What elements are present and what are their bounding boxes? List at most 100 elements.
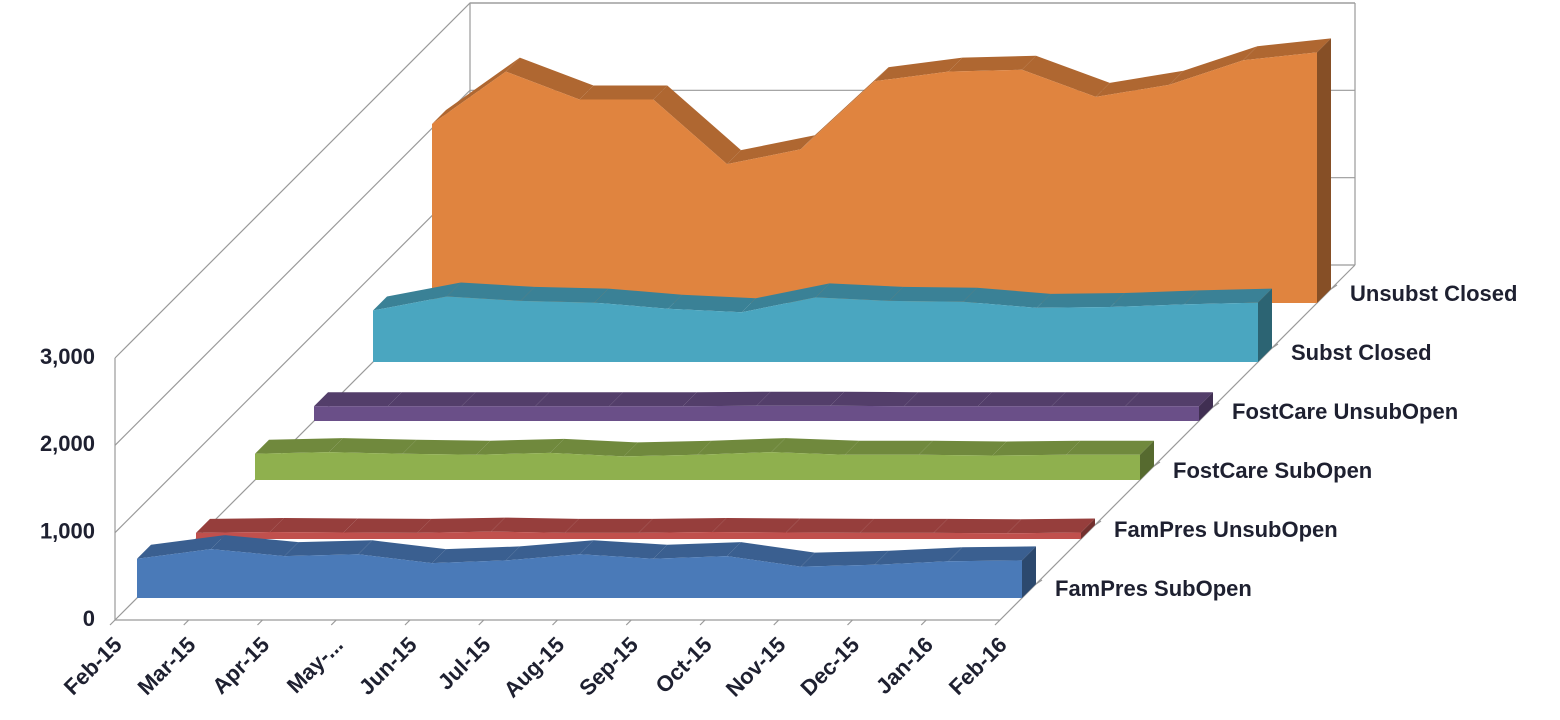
area-top (1022, 55, 1110, 97)
area-top (387, 392, 476, 407)
area-top (314, 392, 402, 407)
x-tick-label: Jun-15 (354, 632, 422, 700)
area-top (446, 282, 535, 301)
x-tick (478, 619, 485, 626)
grid-line (114, 2, 1355, 359)
x-tick (920, 619, 927, 626)
area-side (1140, 440, 1154, 480)
area-top (564, 518, 653, 533)
area-top (1110, 290, 1199, 307)
area-top (992, 440, 1081, 456)
area-top (476, 438, 564, 455)
series-label: Subst Closed (1291, 340, 1432, 365)
x-tick (257, 619, 263, 626)
area-top (682, 391, 771, 407)
area (373, 296, 1258, 362)
area-top (1051, 392, 1140, 407)
area-top (432, 57, 520, 124)
area-side (1081, 518, 1095, 539)
area-top (859, 518, 948, 533)
area-top (1184, 288, 1272, 305)
area (255, 452, 1140, 480)
x-tick (404, 619, 411, 626)
area-top (579, 85, 668, 100)
area-side (1258, 288, 1272, 362)
x-tick-label: Nov-15 (721, 632, 791, 702)
area-top (904, 392, 992, 407)
y-tick-label: 2,000 (40, 431, 95, 456)
area (196, 531, 1081, 539)
area-top (328, 438, 417, 454)
area-top (137, 535, 225, 559)
area-top (520, 286, 609, 303)
area-top (579, 540, 668, 559)
x-tick-label: Feb-15 (59, 632, 127, 700)
area-top (800, 67, 889, 150)
x-tick-label: Sep-15 (574, 632, 643, 701)
x-tick (699, 619, 706, 626)
area-top (948, 546, 1036, 562)
area-top (653, 85, 741, 165)
area-top (815, 283, 904, 301)
x-tick (183, 619, 190, 626)
series-label: FostCare SubOpen (1173, 458, 1372, 483)
area-top (550, 438, 638, 457)
x-tick (847, 619, 853, 626)
area (314, 405, 1199, 421)
x-tick-label: Feb-16 (944, 632, 1012, 700)
area-top (756, 391, 845, 406)
area-top (417, 517, 505, 533)
y-tick-label: 1,000 (40, 518, 95, 543)
area-top (1169, 46, 1258, 85)
x-tick (625, 619, 632, 626)
area-top (255, 438, 343, 454)
area-top (727, 135, 815, 165)
area-top (874, 547, 963, 565)
area-top (727, 542, 815, 567)
area-top (741, 283, 830, 313)
area-top (830, 391, 918, 407)
area-side (1022, 546, 1036, 598)
area-top (697, 438, 786, 455)
x-tick (773, 619, 780, 626)
area-top (461, 392, 550, 407)
area-top (1125, 392, 1213, 407)
area-top (977, 392, 1066, 407)
area-top (505, 540, 594, 561)
x-tick (330, 619, 337, 626)
x-tick-label: Jan-16 (871, 632, 938, 699)
area-top (1243, 38, 1331, 61)
area-top (343, 518, 432, 533)
depth-tick (1212, 402, 1220, 408)
area-top (712, 518, 800, 533)
area-top (284, 540, 373, 557)
area-top (358, 540, 446, 564)
area-top (402, 439, 491, 455)
area-top (196, 518, 284, 533)
area (432, 52, 1317, 304)
series-label: FostCare UnsubOpen (1232, 399, 1458, 424)
area-top (1066, 440, 1154, 455)
x-tick (109, 619, 116, 626)
area-top (638, 518, 727, 533)
depth-tick (1094, 520, 1102, 526)
area-top (889, 286, 977, 302)
area-side (1317, 38, 1331, 304)
area-top (845, 440, 933, 455)
series-label: FamPres UnsubOpen (1114, 517, 1338, 542)
area-top (653, 542, 741, 559)
area (137, 549, 1022, 598)
area-top (491, 517, 579, 533)
area-top (269, 518, 358, 533)
area-top (609, 392, 697, 407)
depth-tick (1271, 343, 1279, 349)
x-tick (994, 619, 1001, 626)
area-top (623, 440, 712, 457)
x-tick-label: May-... (282, 632, 348, 698)
depth-tick (1330, 284, 1338, 290)
area-top (786, 518, 874, 533)
y-tick-label: 3,000 (40, 344, 95, 369)
area-top (933, 518, 1022, 534)
x-tick-label: Jul-15 (433, 632, 496, 695)
